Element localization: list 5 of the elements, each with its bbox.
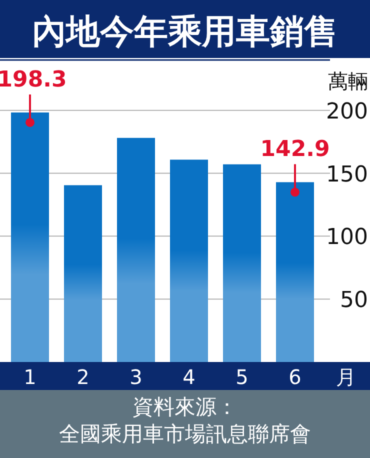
annotation: 資料來源： bbox=[132, 395, 238, 419]
ylabel: 萬輛 bbox=[328, 69, 368, 93]
title: 內地今年乘用車銷售 bbox=[32, 12, 338, 52]
annotation: 全國乘用車市場訊息聯席會 bbox=[59, 422, 311, 446]
xlabel: 月 bbox=[336, 365, 356, 389]
